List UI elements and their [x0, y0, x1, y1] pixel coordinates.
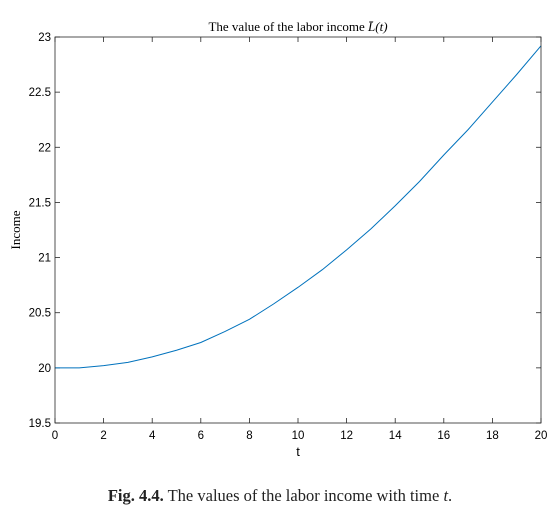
x-tick-label: 10: [292, 430, 305, 442]
line-chart: 0 2 4 6 8 10 12 14 16 18 20 19.5 20 20.5 21 21.5 22 22.5…: [8, 19, 548, 459]
y-tick-label: 21.5: [29, 197, 51, 209]
y-tick-label: 22.5: [29, 87, 51, 99]
figure-number: Fig. 4.4.: [107, 486, 164, 505]
x-tick-label: 18: [486, 430, 499, 442]
x-tick-label: 12: [340, 430, 353, 442]
x-tick-label: 16: [437, 430, 450, 442]
caption-text: The values of the labor income with time: [163, 486, 444, 505]
y-tick-label: 22: [38, 142, 51, 154]
x-tick-label: 14: [389, 430, 402, 442]
series-layer: [55, 45, 542, 369]
chart-title: The value of the labor income L̄(t): [208, 19, 387, 34]
x-tick-labels: 0 2 4 6 8 10 12 14 16 18 20: [52, 430, 548, 442]
x-tick-label: 4: [149, 430, 156, 442]
x-tick-label: 8: [246, 430, 252, 442]
y-tick-labels: 19.5 20 20.5 21 21.5 22 22.5 23: [29, 32, 51, 430]
figure-caption: Fig. 4.4. The values of the labor income…: [0, 486, 560, 506]
caption-variable: t: [443, 486, 449, 505]
x-tick-label: 6: [198, 430, 204, 442]
plot-frame: [54, 36, 542, 424]
x-tick-label: 20: [535, 430, 548, 442]
y-axis-label: Income: [8, 210, 23, 249]
caption-end: .: [448, 486, 453, 505]
series-line: [55, 45, 542, 369]
chart-title-math: L̄(t): [367, 19, 388, 34]
y-tick-label: 23: [38, 32, 51, 44]
y-tick-label: 20: [38, 363, 51, 375]
x-tick-label: 0: [52, 430, 58, 442]
y-tick-label: 20.5: [29, 308, 51, 320]
y-tick-label: 19.5: [29, 418, 51, 430]
x-axis-label: t: [296, 444, 300, 459]
x-tick-label: 2: [100, 430, 106, 442]
y-tick-label: 21: [38, 253, 51, 265]
plot-area: [55, 37, 541, 423]
